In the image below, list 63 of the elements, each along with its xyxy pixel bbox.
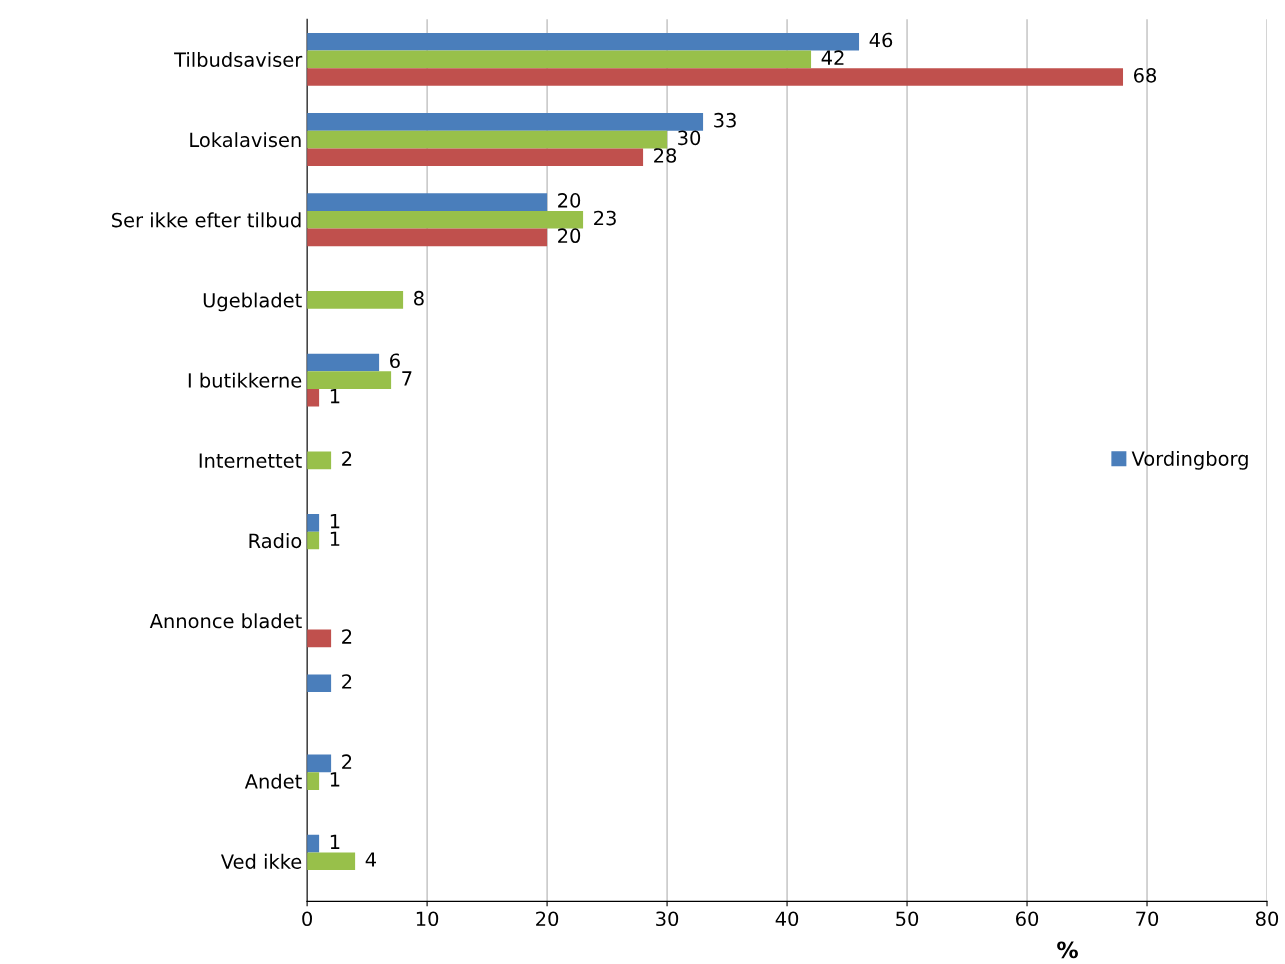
bar bbox=[307, 514, 320, 532]
data-label: 23 bbox=[594, 210, 616, 226]
x-axis-title: % bbox=[1057, 941, 1078, 959]
y-tick-label: Andet bbox=[244, 773, 302, 789]
x-tick-label: 50 bbox=[896, 911, 919, 927]
y-tick-label: Internettet bbox=[199, 453, 302, 468]
x-tick-label: 30 bbox=[656, 911, 679, 927]
data-label: 30 bbox=[678, 130, 701, 146]
x-tick-label: 40 bbox=[775, 911, 799, 927]
data-label: 2 bbox=[342, 754, 352, 769]
x-tick-label: 80 bbox=[1255, 911, 1279, 927]
data-label: 4 bbox=[365, 852, 376, 867]
data-label: 2 bbox=[342, 629, 352, 644]
bar bbox=[307, 852, 356, 871]
bar bbox=[307, 629, 332, 648]
data-label: 46 bbox=[869, 32, 893, 48]
bar bbox=[307, 68, 1124, 86]
x-tick-label: 10 bbox=[416, 911, 439, 927]
y-tick-label: Lokalavisen bbox=[190, 132, 301, 148]
y-tick-label: Ugebladet bbox=[203, 292, 302, 312]
bar bbox=[307, 130, 668, 149]
x-tick-label: 0 bbox=[302, 911, 313, 927]
y-tick-label: Annonce bladet bbox=[149, 613, 302, 629]
bar bbox=[307, 291, 404, 309]
bar bbox=[307, 228, 548, 247]
data-label: 2 bbox=[342, 674, 352, 689]
data-label: 68 bbox=[1133, 67, 1157, 83]
y-tick-label: Tilbudsaviser bbox=[174, 51, 303, 68]
bar bbox=[307, 113, 704, 131]
bar bbox=[307, 32, 860, 51]
legend-label: Vordingborg bbox=[1131, 450, 1248, 470]
data-label: 1 bbox=[330, 531, 340, 546]
bar bbox=[307, 193, 548, 211]
bar bbox=[307, 371, 392, 389]
data-label: 28 bbox=[654, 148, 677, 163]
y-tick-label: Ved ikke bbox=[220, 853, 302, 869]
y-tick-label: Radio bbox=[249, 533, 302, 549]
data-label: 20 bbox=[558, 193, 581, 208]
bar bbox=[307, 451, 332, 470]
data-label: 8 bbox=[414, 290, 424, 306]
bar bbox=[307, 210, 584, 229]
data-label: 6 bbox=[390, 353, 400, 369]
y-tick-label: Ser ikke efter tilbud bbox=[112, 212, 301, 228]
y-tick-label: I butikkerne bbox=[188, 372, 302, 388]
bar bbox=[307, 388, 320, 407]
bar bbox=[307, 148, 644, 167]
bar bbox=[307, 50, 812, 69]
data-label: 2 bbox=[342, 451, 352, 466]
x-tick-label: 70 bbox=[1136, 911, 1159, 927]
x-tick-label: 60 bbox=[1016, 911, 1039, 927]
data-label: 1 bbox=[330, 834, 340, 849]
data-label: 1 bbox=[330, 772, 340, 787]
data-label: 42 bbox=[821, 50, 844, 65]
bar bbox=[307, 772, 320, 790]
data-label: 7 bbox=[402, 371, 412, 386]
x-tick-label: 20 bbox=[536, 911, 559, 927]
data-label: 20 bbox=[558, 228, 581, 244]
data-label: 33 bbox=[714, 112, 736, 128]
data-label: 1 bbox=[330, 388, 340, 404]
bar bbox=[307, 353, 380, 372]
data-label: 1 bbox=[330, 514, 340, 529]
bar bbox=[307, 674, 332, 693]
bar bbox=[307, 754, 332, 773]
